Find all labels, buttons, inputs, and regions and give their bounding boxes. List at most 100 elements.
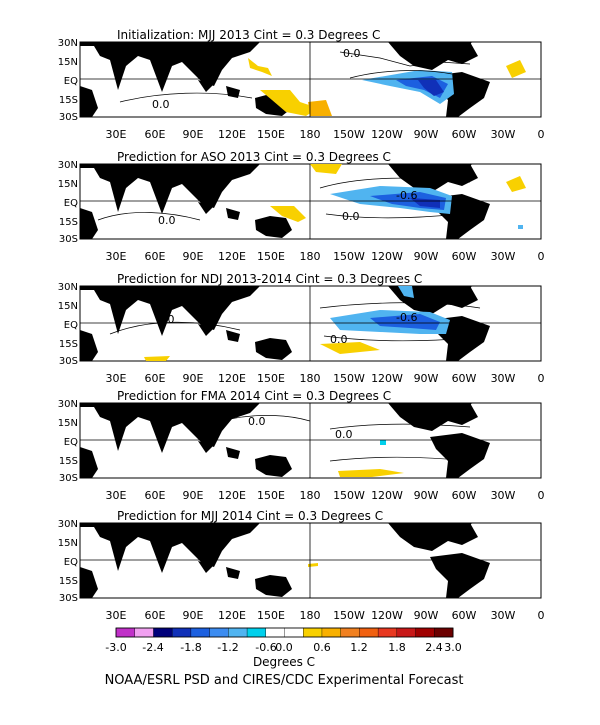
lon-label: 60E [145, 372, 166, 385]
lat-axis-labels: 30N 15N EQ 15S 30S [58, 38, 78, 123]
lon-label: 180 [300, 250, 321, 263]
colorbar-cell [377, 627, 398, 638]
contour-label: -0.6 [396, 311, 417, 324]
lon-label: 60W [452, 489, 477, 502]
lon-label: 60E [145, 128, 166, 141]
lon-label: 60W [452, 609, 477, 622]
lon-label: 150E [257, 372, 285, 385]
lat-label: 15S [59, 217, 78, 228]
lon-label: 30E [106, 128, 127, 141]
lon-label: 30W [491, 609, 516, 622]
lat-axis-labels: 30N 15N EQ 15S 30S [58, 282, 78, 367]
lat-label: 15S [59, 576, 78, 587]
lon-label: 30W [491, 372, 516, 385]
lon-label: 180 [300, 372, 321, 385]
lon-label: 90W [414, 489, 439, 502]
colorbar: -3.0 -2.4 -1.8 -1.2 -0.6 0.0 0.6 1.2 1.8… [105, 627, 462, 669]
lon-label: 150W [333, 372, 365, 385]
lon-label: 120W [371, 609, 403, 622]
colorbar-cell [284, 627, 304, 638]
lon-label: 120W [371, 250, 403, 263]
colorbar-cell [115, 627, 136, 638]
lon-label: 30E [106, 250, 127, 263]
lon-label: 60E [145, 489, 166, 502]
contour-label: 0.0 [158, 214, 176, 227]
lon-label: 30E [106, 609, 127, 622]
colorbar-cell [434, 627, 454, 638]
panel-3: Prediction for NDJ 2013-2014 Cint = 0.3 … [58, 272, 545, 385]
lat-label: 15N [58, 301, 78, 312]
lon-label: 0 [538, 609, 545, 622]
lat-label: 30N [58, 160, 78, 171]
colorbar-cell [321, 627, 342, 638]
lon-label: 180 [300, 609, 321, 622]
lat-label: 30S [59, 356, 78, 367]
contour-label: 0.0 [448, 409, 466, 422]
colorbar-cell [190, 627, 211, 638]
colorbar-cell [246, 627, 267, 638]
lon-label: 60W [452, 250, 477, 263]
lon-label: 120E [218, 250, 246, 263]
colorbar-cell [340, 627, 360, 638]
colorbar-cells [115, 627, 454, 638]
lon-label: 30W [491, 128, 516, 141]
colorbar-tick-label: 1.8 [388, 641, 406, 654]
contour-label: 0.0 [152, 98, 170, 111]
lat-label: 15N [58, 538, 78, 549]
colorbar-cell [303, 627, 323, 638]
lon-label: 30E [106, 372, 127, 385]
lon-label: 0 [538, 372, 545, 385]
lon-label: 90E [183, 609, 204, 622]
lat-label: 30S [59, 593, 78, 604]
colorbar-cell [171, 627, 192, 638]
lat-label: 30N [58, 38, 78, 49]
contour-label: -0.6 [396, 189, 417, 202]
colorbar-cell [415, 627, 435, 638]
colorbar-tick-labels: -3.0 -2.4 -1.8 -1.2 -0.6 0.0 0.6 1.2 1.8… [105, 641, 461, 654]
lon-label: 120W [371, 489, 403, 502]
lon-label: 120W [371, 128, 403, 141]
contour-label: 0.0 [343, 47, 361, 60]
contour-label: 0.0 [335, 428, 353, 441]
colorbar-cell [265, 627, 285, 638]
lon-label: 0 [538, 489, 545, 502]
anomaly-shading [308, 563, 318, 567]
contour-label: 0.0 [453, 172, 471, 185]
colorbar-frame [115, 627, 454, 638]
lon-label: 150E [257, 609, 285, 622]
lat-axis-labels: 30N 15N EQ 15S 30S [58, 519, 78, 604]
lat-label: EQ [64, 320, 78, 331]
colorbar-cell [396, 627, 417, 638]
lon-label: 150E [257, 250, 285, 263]
anomaly-shading [338, 440, 404, 477]
contour-lines [229, 415, 471, 462]
lat-label: EQ [64, 437, 78, 448]
panel-title: Prediction for ASO 2013 Cint = 0.3 Degre… [117, 150, 391, 164]
lat-label: 15S [59, 456, 78, 467]
colorbar-cell [228, 627, 248, 638]
contour-lines [119, 51, 471, 103]
lat-label: EQ [64, 198, 78, 209]
panel-title: Prediction for MJJ 2014 Cint = 0.3 Degre… [117, 509, 383, 523]
land-masses [80, 403, 490, 478]
lon-label: 30W [491, 250, 516, 263]
colorbar-tick-label: 1.2 [350, 641, 368, 654]
lon-label: 90W [414, 128, 439, 141]
lon-label: 60W [452, 128, 477, 141]
lon-label: 0 [538, 250, 545, 263]
colorbar-unit-label: Degrees C [253, 655, 315, 669]
panel-title: Prediction for FMA 2014 Cint = 0.3 Degre… [117, 389, 391, 403]
lon-label: 150E [257, 128, 285, 141]
contour-lines [109, 302, 481, 342]
lat-label: 30N [58, 519, 78, 530]
lon-label: 90E [183, 372, 204, 385]
lat-label: 15N [58, 179, 78, 190]
contour-label: 0.0 [330, 333, 348, 346]
lat-label: 15S [59, 95, 78, 106]
lat-label: 15N [58, 418, 78, 429]
lon-label: 90W [414, 250, 439, 263]
lon-axis-labels: 30E 60E 90E 120E 150E 180 150W 120W 90W … [106, 372, 545, 385]
colorbar-tick-label: 0.0 [275, 641, 293, 654]
lon-label: 120W [371, 372, 403, 385]
lon-label: 30E [106, 489, 127, 502]
